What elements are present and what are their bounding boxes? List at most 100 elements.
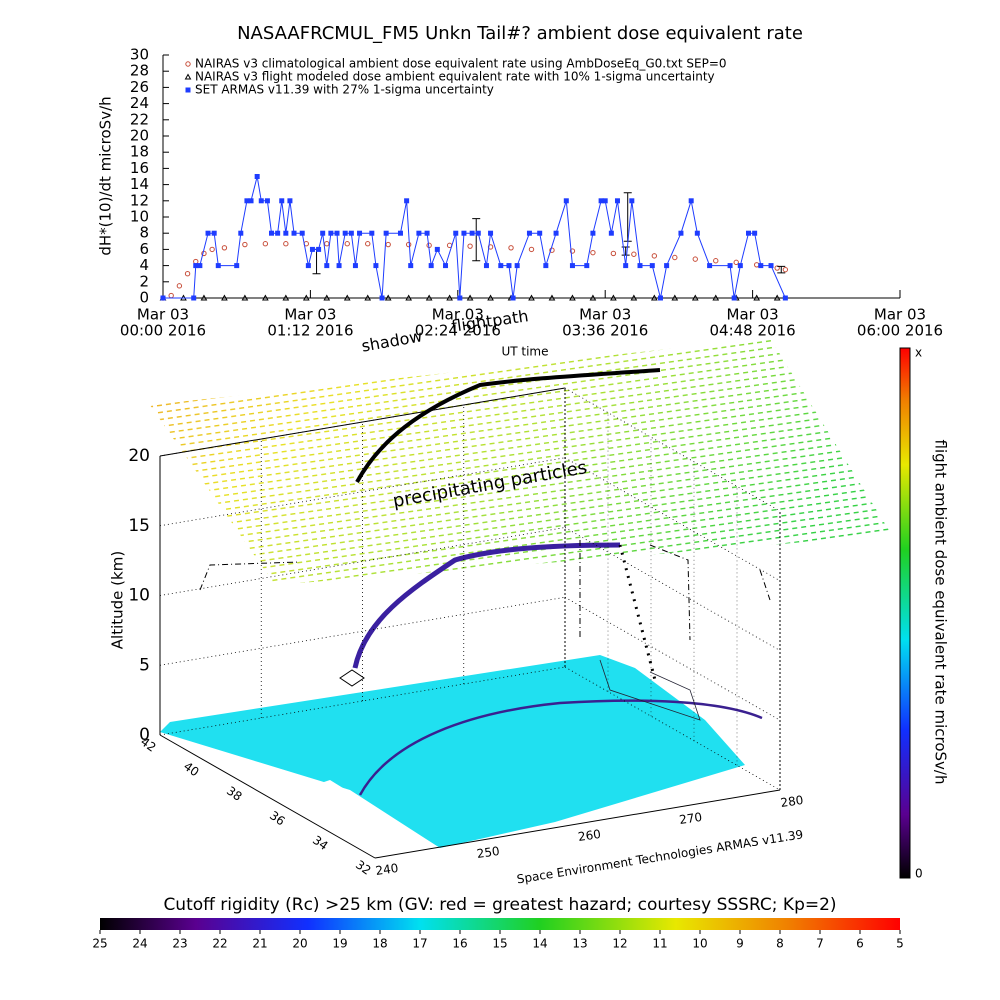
point — [691, 294, 699, 301]
point — [713, 258, 719, 264]
point — [649, 263, 655, 269]
x-tick-label: Mar 03 — [874, 306, 926, 324]
point — [671, 294, 679, 301]
x-tick-label: 00:00 2016 — [120, 322, 206, 340]
point — [782, 295, 788, 301]
point — [221, 294, 228, 301]
point — [692, 256, 698, 262]
point — [193, 258, 199, 265]
legend-label: NAIRAS v3 climatological ambient dose eq… — [195, 57, 727, 71]
flight-path — [352, 542, 621, 669]
x3d-axis-label: Space Environment Technologies ARMAS v11… — [516, 827, 804, 886]
legend-marker — [184, 73, 192, 80]
y-tick-label: 4 — [139, 256, 149, 274]
colorbar-tick-label: 18 — [372, 937, 387, 951]
point — [244, 198, 250, 204]
point — [357, 230, 363, 236]
point — [397, 230, 403, 236]
x-tick-label: Mar 03 — [432, 306, 484, 324]
y-tick-label: 0 — [139, 289, 149, 307]
point — [343, 294, 351, 301]
y-tick-label: 22 — [130, 110, 149, 128]
point — [549, 247, 555, 253]
z-tick-label: 10 — [128, 586, 150, 606]
point — [316, 246, 322, 252]
point — [262, 241, 269, 247]
grid-line — [159, 666, 566, 736]
point — [602, 198, 608, 204]
y-tick-label: 40 — [181, 759, 202, 779]
point — [324, 263, 330, 269]
point — [200, 294, 208, 301]
point — [467, 243, 473, 249]
point — [379, 295, 385, 301]
point — [364, 294, 372, 301]
point — [215, 263, 221, 269]
point — [242, 241, 248, 248]
point — [299, 230, 305, 236]
point — [365, 241, 371, 247]
colorbar-tick-label: 16 — [452, 937, 467, 951]
point — [248, 198, 254, 204]
point — [733, 259, 739, 266]
point — [758, 263, 764, 269]
point — [405, 294, 413, 301]
point — [514, 263, 520, 269]
grid-line — [159, 457, 566, 527]
x-tick-label: 02:24 2016 — [415, 322, 501, 340]
colorbar-tick-label: 17 — [412, 937, 427, 951]
point — [623, 263, 629, 269]
x-tick-label: 06:00 2016 — [857, 322, 943, 340]
map-coast — [599, 659, 701, 721]
axis-edge — [159, 734, 376, 859]
x-tick-label: Mar 03 — [727, 306, 779, 324]
point — [258, 198, 264, 204]
y-tick-label: 26 — [130, 78, 149, 96]
point — [446, 294, 453, 301]
colorbar-tick-label: 20 — [292, 937, 307, 951]
point — [664, 263, 670, 269]
point — [526, 230, 532, 236]
colorbar-tick-label: 23 — [172, 937, 187, 951]
legend-label: SET ARMAS v11.39 with 27% 1-sigma uncert… — [195, 83, 494, 97]
point — [678, 230, 684, 236]
point — [434, 246, 440, 252]
z-tick-label: 0 — [139, 725, 150, 745]
point — [731, 295, 737, 301]
x-tick-label: Mar 03 — [284, 306, 336, 324]
point — [283, 230, 289, 236]
z-tick-label: 20 — [128, 446, 150, 466]
point — [279, 198, 285, 204]
point — [569, 263, 575, 269]
point — [211, 230, 217, 236]
point — [752, 230, 758, 236]
point — [269, 230, 275, 236]
point — [727, 263, 733, 269]
point — [548, 294, 556, 301]
point — [282, 294, 290, 301]
point — [416, 230, 422, 236]
upper-flight-path — [355, 368, 661, 483]
y-tick-label: 28 — [130, 62, 149, 80]
point — [610, 294, 617, 301]
error-bar — [777, 265, 786, 274]
point — [197, 263, 203, 269]
point — [404, 198, 410, 204]
x-tick-label: 03:36 2016 — [562, 322, 648, 340]
point — [205, 230, 211, 236]
series-line — [163, 176, 786, 299]
error-bar — [472, 218, 481, 262]
point — [283, 241, 289, 247]
colorbar-tick-label: 5 — [896, 937, 904, 951]
point — [712, 294, 720, 301]
point — [537, 230, 543, 236]
point — [405, 241, 412, 248]
y-tick-label: 8 — [139, 224, 149, 242]
point — [569, 294, 576, 301]
x-tick-label: 280 — [780, 793, 805, 810]
point — [320, 230, 326, 236]
point — [508, 245, 514, 251]
error-bar — [312, 248, 321, 275]
z-tick-label: 15 — [128, 516, 150, 536]
